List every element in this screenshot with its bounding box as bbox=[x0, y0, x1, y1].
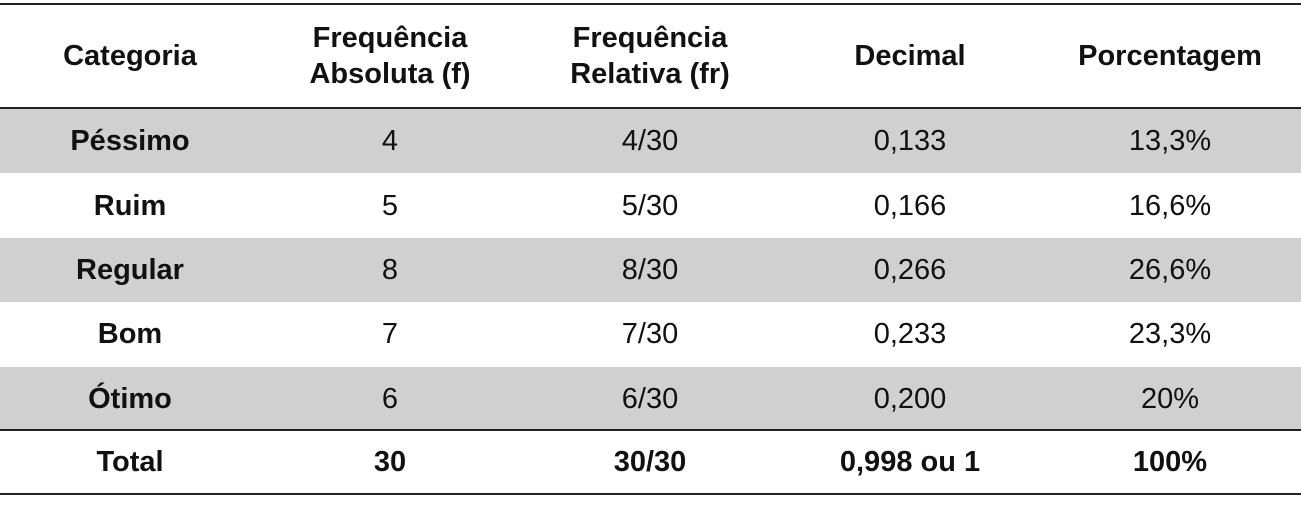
row-shade bbox=[0, 237, 1301, 303]
cell: 5/30 bbox=[621, 189, 679, 222]
header-cell: Frequência Absoluta (f) bbox=[260, 5, 520, 107]
cell: 7/30 bbox=[621, 318, 679, 351]
header-text: Decimal bbox=[854, 40, 966, 72]
cell: 0,266 bbox=[873, 253, 947, 286]
cell: 5 bbox=[381, 189, 399, 222]
header-rule bbox=[0, 107, 1301, 109]
cell: 8/30 bbox=[621, 253, 679, 286]
header-text: Relativa (fr) bbox=[570, 58, 730, 90]
row-label: Ruim bbox=[93, 189, 167, 222]
header-text: Categoria bbox=[63, 40, 197, 72]
cell: 0,233 bbox=[873, 318, 947, 351]
header-cell: Categoria bbox=[0, 5, 260, 107]
total-cell: 30/30 bbox=[613, 446, 687, 478]
cell: 26,6% bbox=[1128, 253, 1212, 286]
header-cell: Decimal bbox=[780, 5, 1040, 107]
cell: 0,133 bbox=[873, 125, 947, 158]
row-label: Bom bbox=[97, 318, 163, 351]
total-label: Total bbox=[96, 446, 164, 478]
cell: 13,3% bbox=[1128, 125, 1212, 158]
total-cell: 100% bbox=[1132, 446, 1208, 478]
header-text: Absoluta (f) bbox=[309, 58, 471, 90]
cell: 23,3% bbox=[1128, 318, 1212, 351]
cell: 7 bbox=[381, 318, 399, 351]
cell: 6/30 bbox=[621, 382, 679, 415]
row-shade bbox=[0, 366, 1301, 431]
cell: 0,166 bbox=[873, 189, 947, 222]
row-label: Péssimo bbox=[70, 125, 190, 158]
bottom-rule bbox=[0, 493, 1301, 495]
total-cell: 30 bbox=[373, 446, 407, 478]
header-text: Frequência bbox=[572, 22, 728, 54]
row-label: Ótimo bbox=[88, 382, 172, 415]
cell: 8 bbox=[381, 253, 399, 286]
total-cell: 0,998 ou 1 bbox=[839, 446, 981, 478]
total-rule bbox=[0, 429, 1301, 431]
top-rule bbox=[0, 3, 1301, 5]
header-text: Frequência bbox=[312, 22, 468, 54]
header-text: Porcentagem bbox=[1078, 40, 1262, 72]
cell: 20% bbox=[1140, 382, 1200, 415]
row-label: Regular bbox=[76, 253, 184, 286]
header-cell: Porcentagem bbox=[1040, 5, 1300, 107]
cell: 0,200 bbox=[873, 382, 947, 415]
header-cell: Frequência Relativa (fr) bbox=[520, 5, 780, 107]
cell: 16,6% bbox=[1128, 189, 1212, 222]
cell: 4/30 bbox=[621, 125, 679, 158]
row-shade bbox=[0, 109, 1301, 174]
cell: 6 bbox=[381, 382, 399, 415]
cell: 4 bbox=[381, 125, 399, 158]
